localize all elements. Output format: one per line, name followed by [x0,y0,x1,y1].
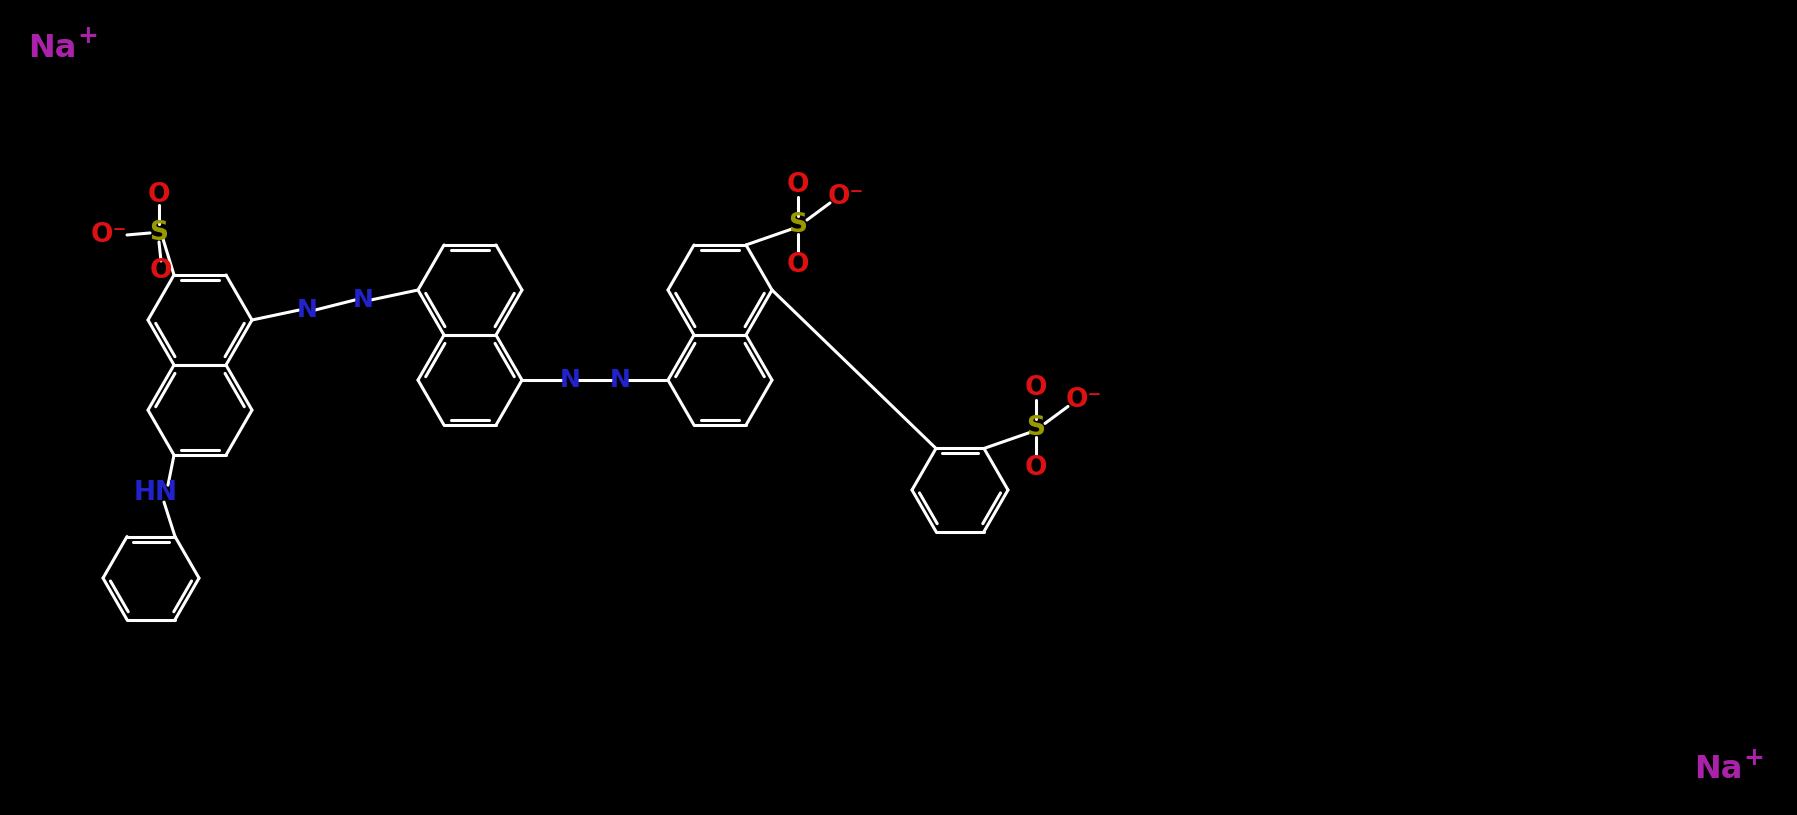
Text: O⁻: O⁻ [828,184,864,210]
Text: +: + [1743,746,1765,770]
Text: N: N [559,368,580,392]
Text: O: O [1024,376,1048,402]
Text: O⁻: O⁻ [1066,387,1102,413]
Text: S: S [149,220,169,246]
Text: Na: Na [27,33,75,64]
Text: S: S [1026,416,1046,442]
Text: O: O [1024,456,1048,482]
Text: O: O [149,258,173,284]
Text: S: S [789,212,807,238]
Text: N: N [609,368,631,392]
Text: HN: HN [135,480,178,506]
Text: O: O [787,172,809,198]
Text: +: + [77,24,99,48]
Text: O: O [147,182,171,208]
Text: O⁻: O⁻ [92,222,128,248]
Text: Na: Na [1695,755,1741,786]
Text: N: N [297,298,318,322]
Text: O: O [787,252,809,278]
Text: N: N [352,288,374,312]
